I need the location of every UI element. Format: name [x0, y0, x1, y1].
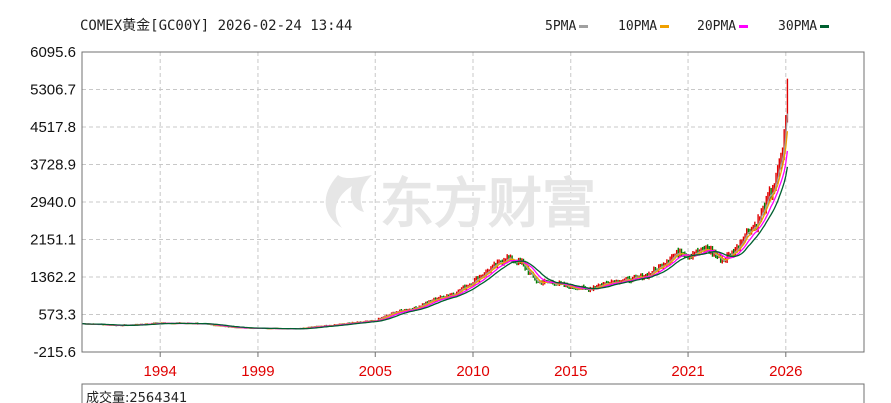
y-tick-label: 5306.7: [30, 82, 76, 99]
watermark-flame-icon: [325, 175, 372, 228]
x-tick-label: 1999: [241, 363, 274, 380]
x-axis-ticks: 1994 1999 2005 2010 2015 2021 2026: [144, 363, 803, 380]
y-tick-label: 4517.8: [30, 119, 76, 136]
volume-panel-frame: [81, 383, 865, 403]
y-tick-label: 3728.9: [30, 157, 76, 174]
x-tick-label: 2005: [359, 363, 392, 380]
y-tick-label: 2940.0: [30, 194, 76, 211]
y-tick-label: -215.6: [33, 344, 76, 361]
volume-label: 成交量:2564341: [86, 390, 187, 403]
legend-swatch: [660, 25, 669, 28]
series-layer: [82, 78, 789, 330]
legend-label: 10PMA: [618, 19, 657, 34]
x-tick-label: 2010: [456, 363, 489, 380]
y-tick-label: 6095.6: [30, 44, 76, 61]
y-tick-label: 1362.2: [30, 269, 76, 286]
x-tick-label: 2021: [671, 363, 704, 380]
legend-swatch: [820, 25, 829, 28]
y-tick-label: 2151.1: [30, 232, 76, 249]
legend-swatch: [739, 25, 748, 28]
legend-label: 20PMA: [697, 19, 736, 34]
x-tick-label: 1994: [144, 363, 177, 380]
x-tick-label: 2026: [769, 363, 802, 380]
chart-title: COMEX黄金[GC00Y] 2026-02-24 13:44: [80, 17, 352, 34]
legend-label: 30PMA: [778, 19, 817, 34]
y-tick-label: 573.3: [38, 307, 76, 324]
legend-swatch: [579, 25, 588, 28]
plot-frame: [81, 51, 865, 353]
watermark-text: 东方财富: [380, 172, 596, 235]
grid: [82, 52, 864, 357]
legend-label: 5PMA: [545, 19, 576, 34]
x-tick-label: 2015: [554, 363, 587, 380]
y-axis-ticks: 6095.6 5306.7 4517.8 3728.9 2940.0 2151.1 1362…: [30, 44, 76, 361]
ma30-line: [82, 166, 789, 330]
legend: 5PMA 10PMA 20PMA 30PMA: [545, 19, 829, 34]
